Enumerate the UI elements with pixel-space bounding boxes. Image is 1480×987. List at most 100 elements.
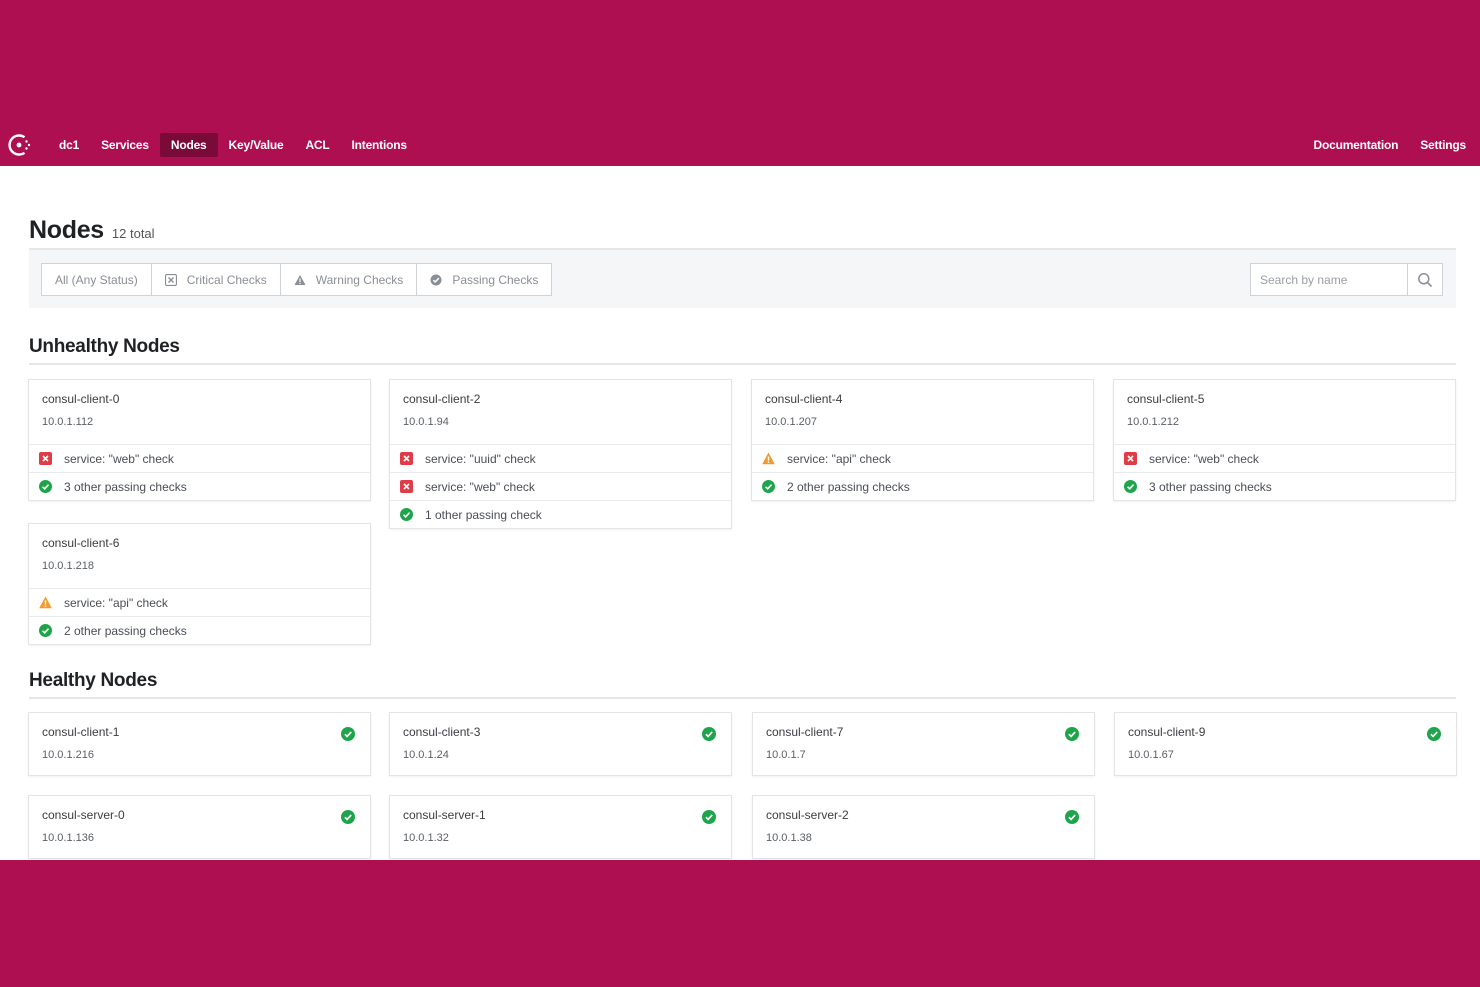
check-row: service: "uuid" check — [390, 444, 731, 472]
healthy-section-title: Healthy Nodes — [29, 670, 158, 691]
check-row: service: "web" check — [390, 472, 731, 500]
nav-documentation[interactable]: Documentation — [1313, 138, 1399, 152]
node-name[interactable]: consul-client-2 — [403, 392, 481, 406]
check-row: service: "web" check — [1114, 444, 1455, 472]
warning-triangle-icon — [39, 596, 52, 609]
node-name[interactable]: consul-client-5 — [1127, 392, 1205, 406]
node-name[interactable]: consul-client-7 — [766, 725, 844, 739]
healthy-node-card[interactable]: consul-server-0 10.0.1.136 — [28, 795, 371, 859]
check-label: service: "web" check — [64, 451, 174, 466]
node-name[interactable]: consul-client-0 — [42, 392, 120, 406]
node-name[interactable]: consul-server-1 — [403, 808, 486, 822]
check-label: service: "api" check — [787, 451, 891, 466]
check-label: service: "web" check — [1149, 451, 1259, 466]
unhealthy-node-card[interactable]: consul-client-2 10.0.1.94 service: "uuid… — [389, 379, 732, 529]
check-label: service: "web" check — [425, 479, 535, 494]
filter-passing-label: Passing Checks — [452, 272, 539, 287]
node-ip: 10.0.1.32 — [403, 832, 449, 844]
search-icon — [1418, 272, 1433, 287]
node-ip: 10.0.1.218 — [42, 560, 94, 572]
node-name[interactable]: consul-client-4 — [765, 392, 843, 406]
filter-bar: All (Any Status) Critical Checks Warning… — [29, 250, 1456, 308]
unhealthy-node-card[interactable]: consul-client-0 10.0.1.112 service: "web… — [28, 379, 371, 501]
node-ip: 10.0.1.136 — [42, 832, 94, 844]
nav-nodes[interactable]: Nodes — [159, 133, 218, 157]
nav-intentions[interactable]: Intentions — [351, 138, 408, 152]
check-row: 2 other passing checks — [752, 472, 1093, 500]
passing-check-icon — [702, 727, 716, 741]
check-label: 1 other passing check — [425, 507, 542, 522]
search-button[interactable] — [1407, 264, 1442, 295]
filter-all[interactable]: All (Any Status) — [41, 263, 152, 296]
node-ip: 10.0.1.67 — [1128, 749, 1174, 761]
filter-all-label: All (Any Status) — [55, 272, 138, 287]
filter-warning[interactable]: Warning Checks — [279, 263, 418, 296]
node-name[interactable]: consul-server-0 — [42, 808, 125, 822]
node-ip: 10.0.1.94 — [403, 416, 449, 428]
top-nav-bar: dc1 Services Nodes Key/Value ACL Intenti… — [0, 124, 1480, 166]
check-row: service: "api" check — [29, 588, 370, 616]
divider — [29, 697, 1456, 699]
healthy-node-card[interactable]: consul-server-1 10.0.1.32 — [389, 795, 732, 859]
check-row: 2 other passing checks — [29, 616, 370, 644]
unhealthy-node-card[interactable]: consul-client-5 10.0.1.212 service: "web… — [1113, 379, 1456, 501]
passing-check-icon — [341, 810, 355, 824]
passing-check-icon — [762, 480, 775, 493]
passing-check-icon — [341, 727, 355, 741]
divider — [29, 363, 1456, 365]
filter-passing[interactable]: Passing Checks — [416, 263, 553, 296]
node-name[interactable]: consul-server-2 — [766, 808, 849, 822]
check-row: 3 other passing checks — [29, 472, 370, 500]
filter-critical[interactable]: Critical Checks — [150, 263, 281, 296]
unhealthy-node-card[interactable]: consul-client-4 10.0.1.207 service: "api… — [751, 379, 1094, 501]
unhealthy-node-card[interactable]: consul-client-6 10.0.1.218 service: "api… — [28, 523, 371, 645]
passing-check-icon — [430, 274, 442, 286]
node-ip: 10.0.1.24 — [403, 749, 449, 761]
critical-x-icon — [400, 452, 413, 465]
check-label: service: "uuid" check — [425, 451, 536, 466]
check-label: service: "api" check — [64, 595, 168, 610]
warning-triangle-icon — [762, 452, 775, 465]
check-label: 2 other passing checks — [787, 479, 910, 494]
unhealthy-section-title: Unhealthy Nodes — [29, 336, 180, 357]
healthy-node-card[interactable]: consul-client-3 10.0.1.24 — [389, 712, 732, 776]
check-label: 3 other passing checks — [64, 479, 187, 494]
check-row: 1 other passing check — [390, 500, 731, 528]
node-name[interactable]: consul-client-6 — [42, 536, 120, 550]
node-ip: 10.0.1.112 — [42, 416, 94, 428]
check-row: 3 other passing checks — [1114, 472, 1455, 500]
node-name[interactable]: consul-client-1 — [42, 725, 120, 739]
passing-check-icon — [702, 810, 716, 824]
check-label: 2 other passing checks — [64, 623, 187, 638]
passing-check-icon — [400, 508, 413, 521]
passing-check-icon — [1427, 727, 1441, 741]
page-header: Nodes 12 total — [29, 216, 155, 245]
healthy-node-card[interactable]: consul-client-7 10.0.1.7 — [752, 712, 1095, 776]
healthy-node-card[interactable]: consul-client-9 10.0.1.67 — [1114, 712, 1457, 776]
node-name[interactable]: consul-client-9 — [1128, 725, 1206, 739]
node-count: 12 total — [111, 226, 155, 241]
critical-x-icon — [1124, 452, 1137, 465]
nav-settings[interactable]: Settings — [1420, 138, 1466, 152]
search-input[interactable] — [1251, 264, 1407, 295]
consul-logo-icon[interactable] — [6, 131, 34, 159]
healthy-node-card[interactable]: consul-server-2 10.0.1.38 — [752, 795, 1095, 859]
nav-acl[interactable]: ACL — [305, 138, 330, 152]
page-title: Nodes — [29, 216, 104, 244]
healthy-node-card[interactable]: consul-client-1 10.0.1.216 — [28, 712, 371, 776]
critical-x-icon — [39, 452, 52, 465]
divider — [29, 248, 1456, 250]
critical-x-icon — [164, 273, 177, 286]
node-name[interactable]: consul-client-3 — [403, 725, 481, 739]
status-filter-group: All (Any Status) Critical Checks Warning… — [41, 263, 553, 296]
datacenter-selector[interactable]: dc1 — [59, 138, 80, 152]
check-label: 3 other passing checks — [1149, 479, 1272, 494]
nav-key-value[interactable]: Key/Value — [228, 138, 284, 152]
nav-services[interactable]: Services — [101, 138, 149, 152]
node-ip: 10.0.1.212 — [1127, 416, 1179, 428]
warning-triangle-icon — [294, 274, 306, 286]
passing-check-icon — [39, 624, 52, 637]
node-ip: 10.0.1.7 — [766, 749, 806, 761]
node-ip: 10.0.1.207 — [765, 416, 817, 428]
critical-x-icon — [400, 480, 413, 493]
